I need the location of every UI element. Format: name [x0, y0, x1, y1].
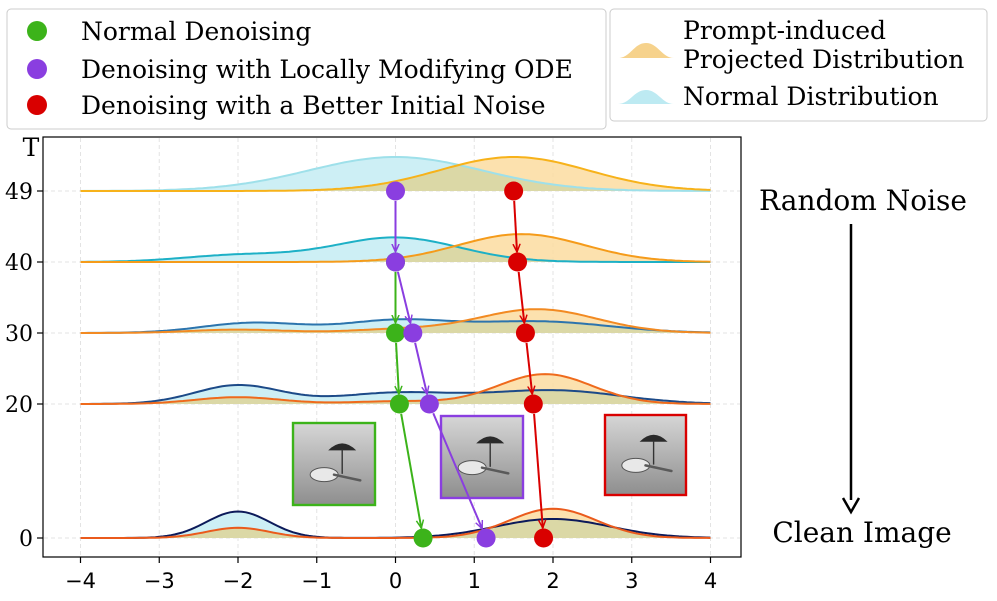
thumbnail-umbrella-better-initial-noise [639, 434, 668, 442]
thumbnail-normal [291, 421, 377, 507]
x-tick-label-2: −2 [223, 569, 254, 593]
x-tick-label-6: 2 [546, 569, 559, 593]
y-tick-label-1: 40 [5, 251, 33, 276]
prompt-curve-t49 [80, 156, 711, 192]
annotation-clean-image: Clean Image [772, 516, 951, 549]
thumbnail-spoon-handle-normal [332, 473, 362, 482]
legend-distributions: Prompt-induced Projected Distribution No… [609, 8, 988, 122]
y-tick-label-3: 20 [5, 393, 33, 418]
trajectory-segment-1-1 [396, 271, 411, 324]
y-axis-title: T [23, 133, 40, 162]
x-tick-label-8: 4 [704, 569, 717, 593]
ridge-row-t0 [80, 507, 711, 539]
trajectory-point-2-2 [515, 323, 535, 343]
trajectory-point-2-4 [534, 528, 554, 548]
legend-label-better-initial-noise: Denoising with a Better Initial Noise [81, 91, 546, 120]
trajectory-point-0-1 [386, 323, 405, 343]
overlap-area-t30 [80, 319, 711, 333]
prompt-curve-t0 [80, 507, 711, 539]
legend-label-prompt-line1: Prompt-induced [683, 16, 886, 45]
x-tick-label-7: 3 [625, 569, 638, 593]
x-tick-label-1: −3 [144, 569, 175, 593]
trajectory-point-1-4 [476, 528, 496, 548]
ridge-row-t49 [80, 156, 711, 192]
y-tick-label-4: 0 [19, 527, 33, 552]
thumbnail-bg-locally-modifying-ode [441, 416, 523, 498]
trajectory-segment-0-2 [400, 413, 421, 528]
trajectory-segment-1-3 [432, 412, 484, 529]
y-tick-label-2: 30 [5, 322, 33, 347]
x-tick-label-4: 0 [389, 569, 402, 593]
x-tick-label-3: −1 [301, 569, 332, 593]
normal-area-t49 [80, 157, 711, 191]
trajectory-point-2-3 [523, 394, 543, 414]
trajectory-segment-1-2 [414, 342, 427, 395]
legend-marker-normal-denoising [27, 21, 47, 41]
trajectory-segment-2-3 [533, 413, 543, 528]
trajectory-point-1-2 [403, 323, 423, 343]
thumbnail-better-initial-noise [603, 413, 688, 497]
x-tick-label-5: 1 [468, 569, 481, 593]
legend-label-locally-modifying-ode: Denoising with Locally Modifying ODE [81, 55, 573, 84]
thumbnail-bg-normal [293, 423, 375, 505]
x-axis: −4 −3 −2 −1 0 1 2 3 4 [65, 557, 717, 593]
thumbnail-border-better-initial-noise [603, 413, 688, 497]
prompt-area-t49 [80, 157, 711, 191]
thumbnail-spoon-handle-better-initial-noise [644, 464, 673, 473]
overlap-area-t20 [80, 385, 711, 404]
thumbnail-umbrella-normal [328, 443, 357, 451]
trajectory-segment-2-1 [517, 271, 525, 323]
trajectory-point-2-1 [508, 252, 528, 272]
thumbnail-spoon-handle-locally-modifying-ode [480, 466, 510, 475]
trajectory-point-1-3 [419, 394, 439, 414]
legend-swatch-normal-distribution [618, 90, 674, 104]
thumbnail-bg-better-initial-noise [605, 415, 686, 495]
legend-marker-better-initial-noise [27, 95, 47, 115]
legend-label-normal-denoising: Normal Denoising [81, 17, 311, 46]
denoising-trajectories [386, 181, 554, 548]
legend-label-prompt-line2: Projected Distribution [683, 45, 964, 74]
thumbnail-border-locally-modifying-ode [439, 414, 525, 500]
thumbnail-locally-modifying-ode [439, 414, 525, 500]
trajectory-point-0-2 [389, 394, 409, 414]
trajectory-segment-2-2 [525, 342, 533, 394]
trajectory-point-0-3 [413, 528, 433, 548]
trajectory-segment-2-0 [514, 200, 517, 252]
thumbnail-border-normal [291, 421, 377, 507]
legend-marker-locally-modifying-ode [27, 59, 47, 79]
sample-thumbnails [291, 413, 688, 507]
y-axis: 49 40 30 20 0 [5, 180, 43, 552]
trajectory-1 [386, 181, 496, 548]
trajectory-2 [504, 181, 554, 548]
annotation-random-noise: Random Noise [759, 184, 967, 217]
legend-swatch-prompt-distribution [618, 43, 674, 58]
legend-trajectories: Normal Denoising Denoising with Locally … [6, 8, 607, 130]
trajectory-point-1-0 [386, 181, 405, 201]
annotation-arrow-head [841, 497, 861, 515]
prompt-area-t40 [80, 234, 711, 262]
y-tick-label-0: 49 [5, 180, 33, 205]
trajectory-point-1-1 [386, 252, 405, 272]
thumbnail-umbrella-locally-modifying-ode [476, 436, 505, 444]
trajectory-point-2-0 [504, 181, 524, 201]
normal-curve-t49 [80, 156, 711, 192]
trajectory-segment-0-1 [396, 342, 399, 394]
x-tick-label-0: −4 [65, 569, 96, 593]
legend-label-normal-distribution: Normal Distribution [683, 82, 939, 111]
